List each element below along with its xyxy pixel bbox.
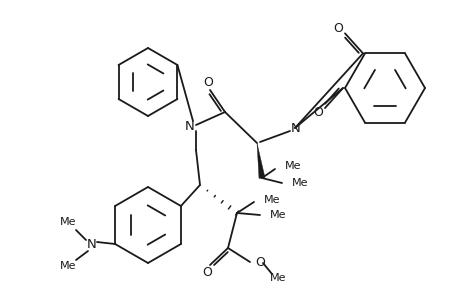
Text: O: O (202, 266, 212, 278)
Text: N: N (87, 238, 97, 251)
Text: N: N (291, 122, 300, 136)
Text: O: O (202, 76, 213, 88)
Text: Me: Me (269, 210, 286, 220)
Text: Me: Me (291, 178, 308, 188)
Text: Me: Me (285, 161, 301, 171)
Text: N: N (185, 119, 195, 133)
Text: O: O (313, 106, 322, 119)
Polygon shape (257, 143, 264, 178)
Text: Me: Me (60, 217, 76, 227)
Text: O: O (332, 22, 342, 35)
Text: Me: Me (60, 261, 76, 271)
Text: O: O (254, 256, 264, 269)
Text: Me: Me (263, 195, 280, 205)
Text: Me: Me (269, 273, 285, 283)
